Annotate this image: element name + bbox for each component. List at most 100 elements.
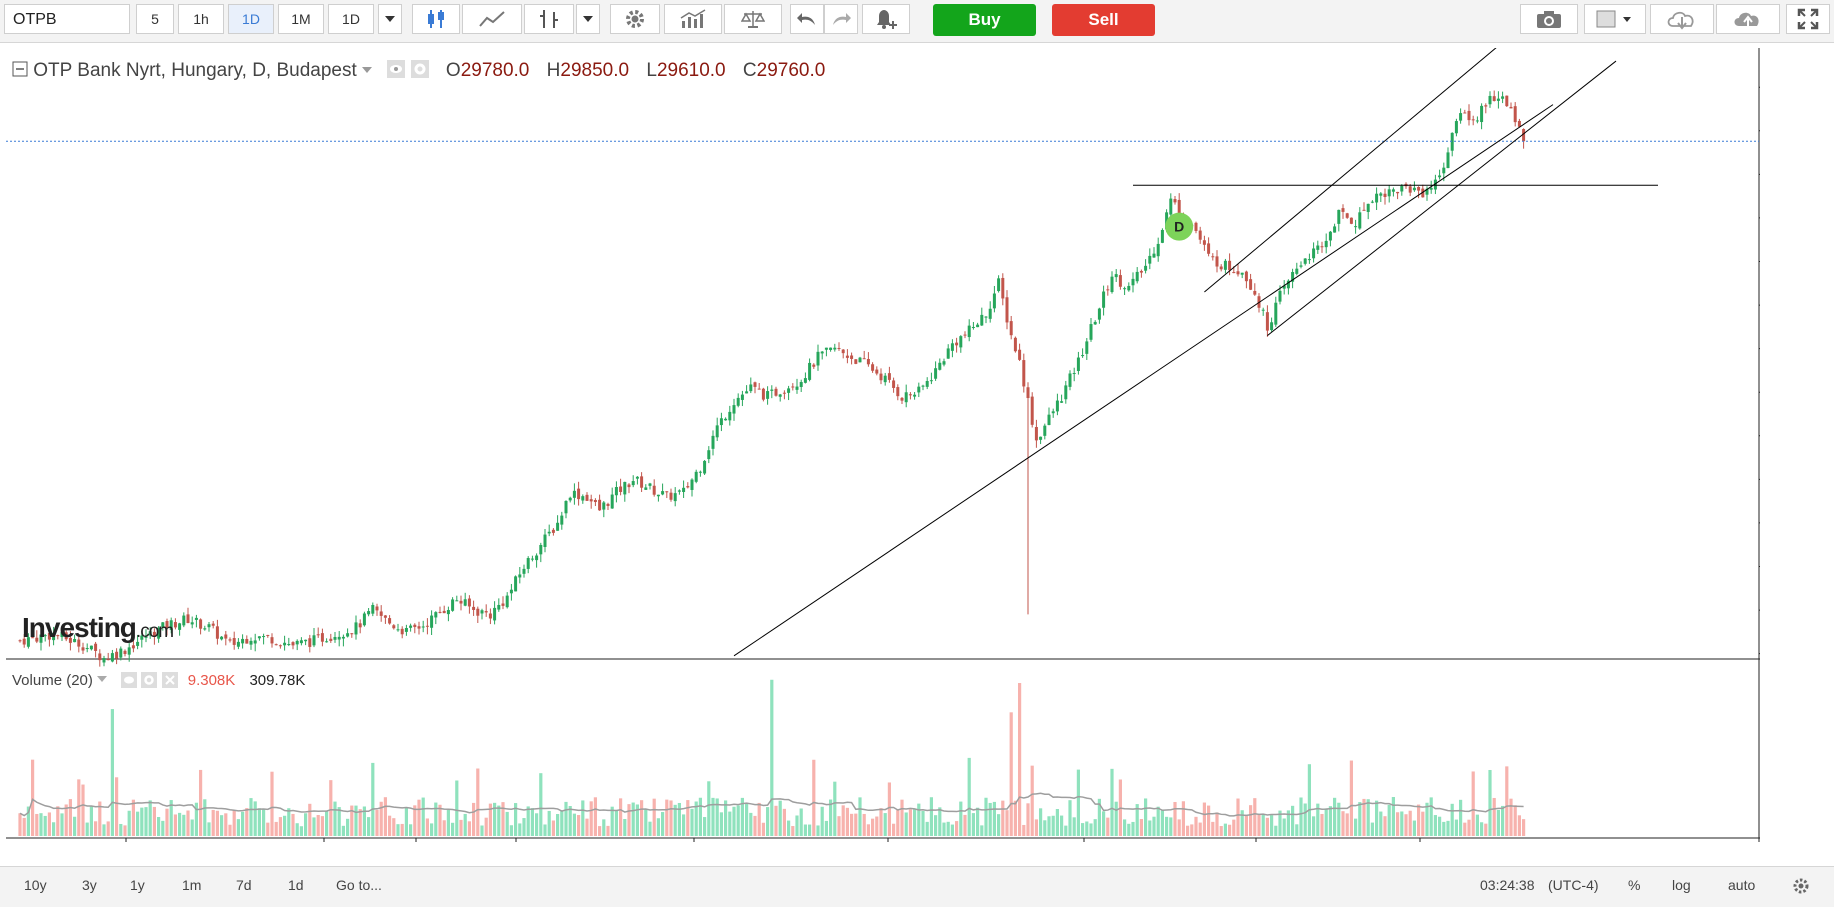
layout-button[interactable] (1584, 4, 1646, 34)
undo-button[interactable] (790, 4, 824, 34)
price-chart[interactable]: D31000.030000.029000.028000.027000.02600… (6, 48, 1760, 842)
candle-body (186, 614, 190, 624)
candle-body (1337, 209, 1341, 224)
candle-body (476, 608, 480, 616)
gear-icon[interactable] (1792, 877, 1810, 895)
volume-bar (215, 810, 219, 836)
load-chart-button[interactable] (1650, 4, 1714, 34)
square-dropdown-icon (1596, 10, 1631, 28)
collapse-icon[interactable] (12, 61, 28, 77)
candle-body (585, 494, 589, 501)
candle-body (434, 612, 438, 618)
indicators-button[interactable] (664, 4, 722, 34)
candle-body (866, 358, 870, 365)
interval-1m-button[interactable]: 1M (278, 4, 324, 34)
chart-style-dropdown-button[interactable] (576, 4, 600, 34)
volume-bar (1219, 826, 1223, 836)
candle-body (329, 638, 333, 641)
bars-style-button[interactable] (524, 4, 574, 34)
volume-bar (938, 807, 942, 836)
volume-bar (1223, 823, 1227, 836)
percent-toggle[interactable]: % (1628, 877, 1641, 893)
candle-body (1022, 360, 1026, 387)
chart-background (6, 48, 1760, 842)
candle-body (719, 418, 723, 426)
candle-body (1139, 270, 1143, 273)
investing-logo: Investing.com (22, 612, 174, 643)
line-style-button[interactable] (462, 4, 522, 34)
candle-body (761, 388, 765, 400)
candle-body (879, 373, 883, 381)
range-1y-button[interactable]: 1y (130, 877, 145, 893)
volume-bar (652, 798, 656, 836)
volume-bar (1043, 820, 1047, 836)
volume-bar (325, 811, 329, 836)
volume-bar (388, 815, 392, 836)
candle-body (35, 637, 39, 642)
goto-button[interactable]: Go to... (336, 877, 382, 893)
interval-1h-button[interactable]: 1h (178, 4, 224, 34)
indicators-icon (680, 9, 706, 28)
eye-icon[interactable] (387, 60, 406, 78)
candle-body (551, 529, 555, 533)
volume-bar (1051, 815, 1055, 836)
redo-button[interactable] (824, 4, 858, 34)
candle-body (1354, 226, 1358, 228)
volume-bar (698, 797, 702, 836)
range-1d-button[interactable]: 1d (288, 877, 304, 893)
symbol-input[interactable]: OTPB (4, 4, 130, 34)
volume-bar (770, 679, 774, 836)
volume-bar (278, 817, 282, 836)
auto-toggle[interactable]: auto (1728, 877, 1756, 893)
interval-1d-button[interactable]: 1D (228, 4, 274, 34)
eye-icon[interactable] (121, 672, 138, 688)
range-3y-button[interactable]: 3y (82, 877, 97, 893)
gear-icon[interactable] (141, 672, 158, 688)
settings-button[interactable] (610, 4, 660, 34)
alert-button[interactable] (862, 4, 910, 34)
sell-button[interactable]: Sell (1052, 4, 1155, 36)
volume-bar (892, 823, 896, 836)
volume-bar (266, 822, 270, 836)
volume-bar (1522, 819, 1526, 836)
volume-bar (703, 817, 707, 836)
volume-bar (98, 801, 102, 836)
candle-body (295, 640, 299, 645)
interval-1d-alt-button[interactable]: 1D (328, 4, 374, 34)
candles-style-button[interactable] (412, 4, 460, 34)
interval-5-button[interactable]: 5 (136, 4, 174, 34)
volume-bar (1379, 811, 1383, 836)
volume-bar (761, 822, 765, 836)
candle-body (602, 502, 606, 510)
save-chart-button[interactable] (1716, 4, 1780, 34)
buy-button[interactable]: Buy (933, 4, 1036, 36)
clock-timezone[interactable]: (UTC-4) (1548, 877, 1599, 893)
candle-body (451, 599, 455, 611)
symbol-title[interactable]: OTP Bank Nyrt, Hungary, D, Budapest (33, 60, 357, 81)
candle-body (845, 355, 849, 358)
volume-bar (148, 800, 152, 836)
compare-button[interactable] (724, 4, 782, 34)
fullscreen-button[interactable] (1786, 4, 1830, 34)
volume-bar (564, 801, 568, 836)
candle-body (854, 359, 858, 364)
chevron-down-icon[interactable] (362, 66, 373, 74)
volume-bar (1131, 821, 1135, 836)
volume-title[interactable]: Volume (20) (12, 672, 93, 689)
volume-bar (287, 808, 291, 836)
candle-body (694, 471, 698, 482)
volume-bar (946, 821, 950, 836)
trendline-upper-channel (1204, 48, 1497, 293)
candle-body (1001, 277, 1005, 299)
screenshot-button[interactable] (1520, 4, 1578, 34)
chevron-down-icon[interactable] (97, 675, 108, 683)
range-7d-button[interactable]: 7d (236, 877, 252, 893)
volume-bar (1177, 819, 1181, 836)
range-1m-button[interactable]: 1m (182, 877, 202, 893)
candle-body (56, 635, 60, 637)
close-icon[interactable] (161, 672, 178, 688)
interval-dropdown-button[interactable] (378, 4, 402, 34)
range-10y-button[interactable]: 10y (24, 877, 47, 893)
log-toggle[interactable]: log (1672, 877, 1691, 893)
gear-icon[interactable] (410, 60, 429, 78)
